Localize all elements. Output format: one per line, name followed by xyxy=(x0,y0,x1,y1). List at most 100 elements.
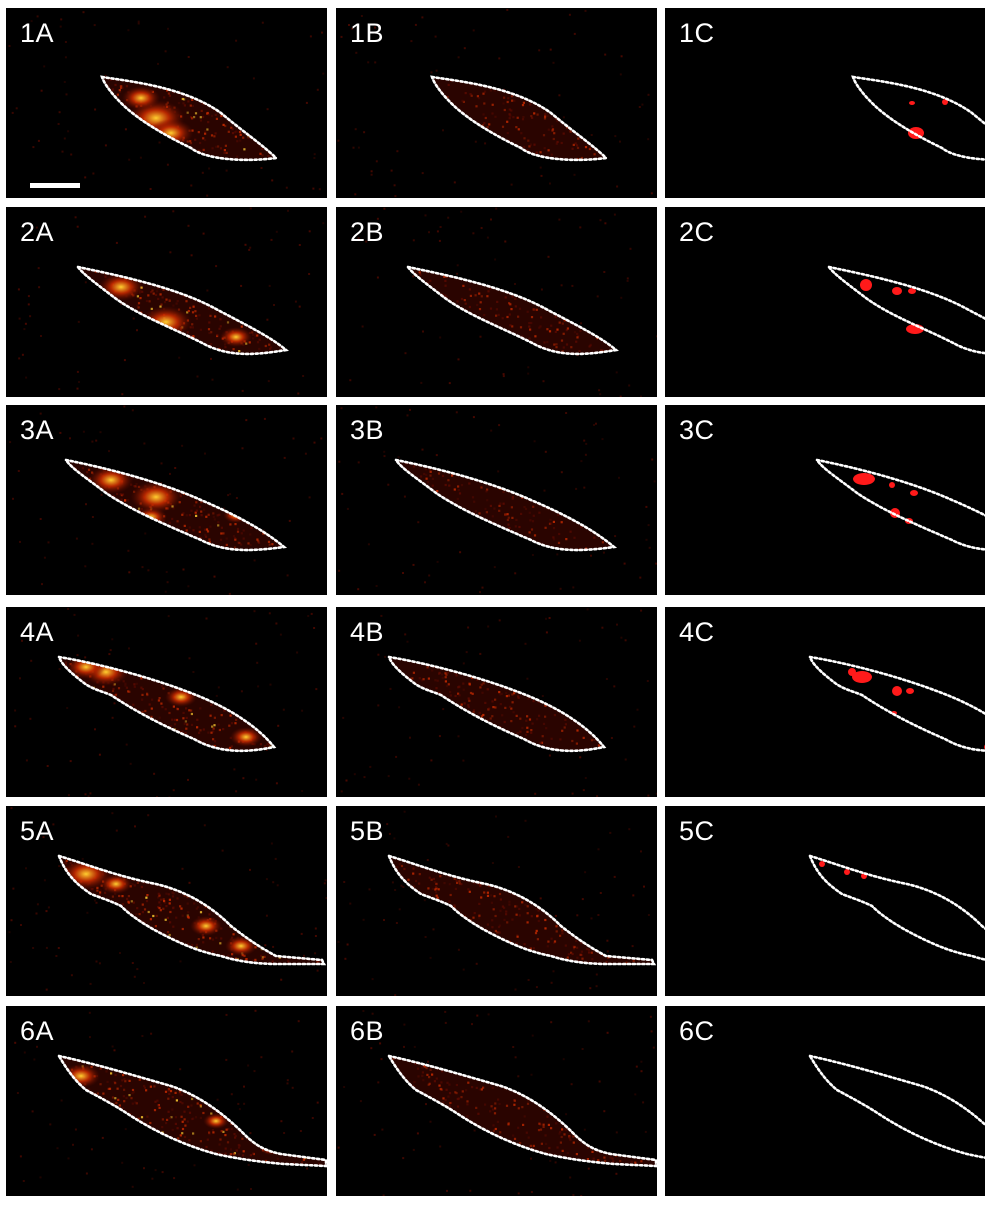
panel-image xyxy=(337,8,653,198)
panel-3b: 3B xyxy=(336,405,657,595)
cell-signal xyxy=(389,856,654,964)
panel-label: 6B xyxy=(350,1016,385,1046)
background-noise xyxy=(14,607,318,797)
cell-signal xyxy=(59,657,274,751)
cell-signal xyxy=(432,77,606,160)
mask-blob xyxy=(844,869,850,875)
panel-label: 1B xyxy=(350,18,385,48)
mask-regions xyxy=(819,861,867,879)
panel-4b: 4B xyxy=(336,607,657,797)
panel-6b: 6B xyxy=(336,1006,657,1196)
panel-4a: 4A xyxy=(6,607,327,797)
mask-blob xyxy=(908,288,916,294)
mask-blob xyxy=(853,473,875,485)
panel-image xyxy=(340,608,657,797)
cell-outline xyxy=(814,458,985,551)
cell-signal xyxy=(396,460,614,551)
mask-blob xyxy=(848,668,856,676)
panel-6c: 6C xyxy=(665,1006,985,1196)
panel-5c: 5C xyxy=(665,806,985,996)
panel-2b: 2B xyxy=(336,207,657,397)
panel-1c: 1C xyxy=(665,8,985,198)
cell-outline xyxy=(75,265,289,356)
panel-2a: 2A xyxy=(6,207,327,397)
cell-outline xyxy=(807,853,985,961)
panel-label: 6C xyxy=(679,1016,715,1046)
cell-outline xyxy=(100,75,279,162)
mask-blob xyxy=(860,279,872,291)
mask-regions xyxy=(853,473,918,524)
panel-image xyxy=(17,207,325,396)
mask-blob xyxy=(852,671,872,683)
panel-image xyxy=(851,75,985,161)
mask-blob xyxy=(889,482,895,488)
cell-outline xyxy=(826,265,985,355)
panel-5a: 5A xyxy=(6,806,327,996)
scale-bar xyxy=(30,183,80,188)
background-noise xyxy=(337,810,650,996)
panel-image xyxy=(807,655,985,752)
mask-blob xyxy=(906,688,914,694)
panel-1b: 1B xyxy=(336,8,657,198)
panel-label: 5A xyxy=(20,816,55,846)
mask-blob xyxy=(910,490,918,496)
panel-label: 5C xyxy=(679,816,715,846)
cell-outline xyxy=(851,75,985,161)
panel-image xyxy=(14,607,318,797)
background-noise xyxy=(14,1009,319,1191)
panel-label: 3A xyxy=(20,415,55,445)
mask-blob xyxy=(892,287,902,295)
panel-label: 2A xyxy=(20,217,55,247)
cell-outline xyxy=(56,853,327,966)
mask-blob xyxy=(892,686,902,696)
panel-image xyxy=(8,807,327,991)
panel-image xyxy=(8,11,325,197)
mask-blob xyxy=(909,101,915,105)
background-noise xyxy=(340,608,657,797)
panel-6a: 6A xyxy=(6,1006,327,1196)
panel-1a: 1A xyxy=(6,8,327,198)
panel-image xyxy=(337,810,657,996)
panel-4c: 4C xyxy=(665,607,985,797)
panel-3c: 3C xyxy=(665,405,985,595)
mask-blob xyxy=(984,744,985,750)
panel-image xyxy=(826,265,985,355)
panel-label: 4B xyxy=(350,617,385,647)
panel-label: 4A xyxy=(20,617,55,647)
panel-image xyxy=(14,1009,327,1191)
panel-label: 2C xyxy=(679,217,715,247)
panel-5b: 5B xyxy=(336,806,657,996)
panel-label: 6A xyxy=(20,1016,55,1046)
cell-outline xyxy=(405,265,619,356)
panel-image xyxy=(349,207,657,397)
background-noise xyxy=(8,11,325,197)
panel-3a: 3A xyxy=(6,405,327,595)
panel-label: 3B xyxy=(350,415,385,445)
cell-outline xyxy=(386,853,657,966)
mask-regions xyxy=(908,99,948,139)
panel-image xyxy=(807,1054,985,1159)
cell-signal xyxy=(389,657,604,751)
cell-outline xyxy=(386,1054,657,1168)
mask-regions xyxy=(848,668,985,750)
panel-image xyxy=(337,1010,657,1196)
panel-2c: 2C xyxy=(665,207,985,397)
panel-image xyxy=(814,458,985,551)
panel-label: 2B xyxy=(350,217,385,247)
panel-image xyxy=(807,853,985,961)
cell-outline xyxy=(807,655,985,752)
cell-outline xyxy=(430,75,609,162)
mask-blob xyxy=(819,861,825,867)
panel-label: 4C xyxy=(679,617,715,647)
cell-outline xyxy=(56,655,277,753)
cell-outline xyxy=(393,458,618,552)
panel-label: 5B xyxy=(350,816,385,846)
cell-outline xyxy=(63,458,288,552)
cell-signal xyxy=(102,77,276,160)
panel-label: 3C xyxy=(679,415,715,445)
cell-outline xyxy=(807,1054,985,1159)
cell-outline xyxy=(386,655,607,753)
cell-outline xyxy=(56,1054,327,1168)
panel-image xyxy=(338,406,657,594)
